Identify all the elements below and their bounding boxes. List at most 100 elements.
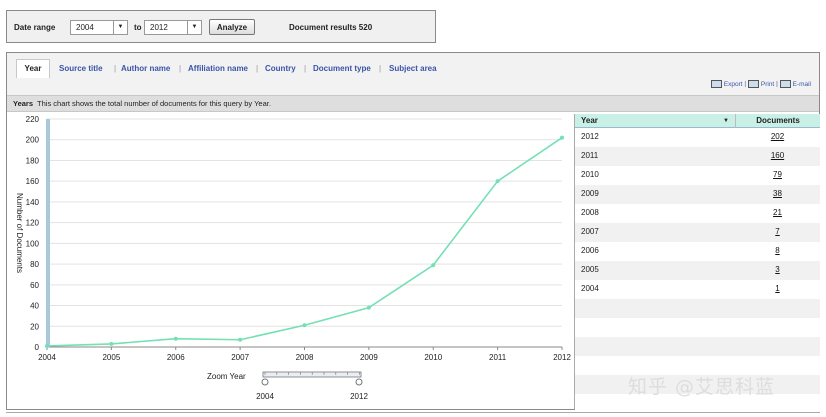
data-point <box>109 341 114 346</box>
row-documents-link[interactable]: 202 <box>770 132 785 141</box>
tool-separator: | <box>776 80 778 88</box>
watermark: 知乎 @艾思科蓝 <box>628 376 776 398</box>
table-row <box>575 375 820 394</box>
tab-separator: | <box>179 64 182 73</box>
table-row <box>575 337 820 356</box>
bottom-divider <box>6 412 820 413</box>
tool-separator: | <box>744 80 747 88</box>
row-documents-link[interactable]: 21 <box>773 208 782 217</box>
from-year-select[interactable]: 2004 ▼ <box>70 20 128 35</box>
email-link[interactable]: E-mail <box>779 80 811 88</box>
print-link[interactable]: Print <box>747 80 774 88</box>
row-documents-link[interactable]: 3 <box>775 265 780 274</box>
analysis-panel: Year Source title | Author name | Affili… <box>6 52 820 413</box>
to-year-select[interactable]: 2012 ▼ <box>144 20 202 35</box>
export-tools: Export | Print | E-mail <box>710 80 811 88</box>
documents-column-header: Documents <box>735 114 820 128</box>
documents-table: Year ▼ Documents 2012 202 2011 160 2010 79 200… <box>574 114 820 413</box>
row-year: 2010 <box>581 170 599 179</box>
table-row: 2008 21 <box>575 204 820 223</box>
row-documents-link[interactable]: 79 <box>773 170 782 179</box>
data-point <box>366 305 371 310</box>
y-tick-label: 160 <box>26 177 40 186</box>
tab-subject-area[interactable]: Subject area <box>389 64 437 73</box>
from-year-value: 2004 <box>76 23 94 32</box>
tab-separator: | <box>256 64 259 73</box>
tab-year[interactable]: Year <box>16 59 50 78</box>
row-documents-link[interactable]: 1 <box>775 284 780 293</box>
export-icon <box>710 80 722 88</box>
tab-country[interactable]: Country <box>265 64 296 73</box>
row-documents-link[interactable]: 7 <box>775 227 780 236</box>
y-tick-label: 60 <box>30 281 39 290</box>
data-point <box>495 179 500 184</box>
print-icon <box>747 80 759 88</box>
data-point <box>173 336 178 341</box>
y-tick-label: 100 <box>26 239 40 248</box>
x-tick-label: 2004 <box>38 353 56 362</box>
zoom-handle-start[interactable] <box>261 378 269 386</box>
y-tick-label: 80 <box>30 260 39 269</box>
tab-affiliation-name[interactable]: Affiliation name <box>188 64 249 73</box>
row-year: 2006 <box>581 246 599 255</box>
y-tick-label: 140 <box>26 198 40 207</box>
document-results: Document results 520 <box>289 23 373 32</box>
data-point <box>560 135 564 140</box>
export-link[interactable]: Export <box>710 80 743 88</box>
date-range-label: Date range <box>14 23 56 32</box>
zoom-handle-end[interactable] <box>355 378 363 386</box>
row-year: 2012 <box>581 132 599 141</box>
row-documents-link[interactable]: 8 <box>775 246 780 255</box>
tab-separator: | <box>379 64 382 73</box>
x-tick-label: 2006 <box>167 353 185 362</box>
x-tick-label: 2009 <box>360 353 378 362</box>
years-header: Years This chart shows the total number o… <box>7 95 819 112</box>
y-tick-label: 0 <box>35 343 40 352</box>
table-row: 2007 7 <box>575 223 820 242</box>
table-row <box>575 318 820 337</box>
row-documents-link[interactable]: 160 <box>770 151 785 160</box>
tab-document-type[interactable]: Document type <box>313 64 371 73</box>
tab-author-name[interactable]: Author name <box>121 64 171 73</box>
row-year: 2007 <box>581 227 599 236</box>
data-point <box>45 343 49 348</box>
tab-bar: Year Source title | Author name | Affili… <box>7 53 819 95</box>
years-title: Years <box>13 99 34 108</box>
chart-svg: 0 20 40 60 80 100 120 140 160 180 200 220 Number of … <box>15 115 571 401</box>
year-header-label: Year <box>581 116 598 125</box>
tab-separator: | <box>304 64 307 73</box>
series-line <box>46 136 563 347</box>
table-row: 2010 79 <box>575 166 820 185</box>
zoom-year-label: Zoom Year <box>207 372 246 381</box>
to-year-value: 2012 <box>150 23 168 32</box>
tab-source-title[interactable]: Source title <box>59 64 103 73</box>
table-row: 2011 160 <box>575 147 820 166</box>
row-year: 2011 <box>581 151 599 160</box>
x-tick-label: 2011 <box>489 353 507 362</box>
row-year: 2005 <box>581 265 599 274</box>
sort-down-icon[interactable]: ▼ <box>723 118 729 124</box>
table-row <box>575 299 820 318</box>
row-year: 2004 <box>581 284 599 293</box>
to-label: to <box>134 23 142 32</box>
y-tick-label: 20 <box>30 322 39 331</box>
row-year: 2008 <box>581 208 599 217</box>
x-tick-label: 2010 <box>424 353 442 362</box>
data-point <box>302 323 307 328</box>
y-tick-label: 220 <box>26 115 40 124</box>
year-column-header[interactable]: Year ▼ <box>575 114 735 128</box>
documents-by-year-chart: 0 20 40 60 80 100 120 140 160 180 200 220 Number of … <box>7 113 573 409</box>
y-tick-label: 120 <box>26 219 40 228</box>
table-row <box>575 356 820 375</box>
analyze-button[interactable]: Analyze <box>209 19 255 35</box>
y-tick-label: 200 <box>26 136 40 145</box>
table-row: 2012 202 <box>575 128 820 147</box>
chevron-down-icon: ▼ <box>187 21 201 34</box>
x-tick-label: 2012 <box>553 353 571 362</box>
zoom-to-label: 2012 <box>350 392 368 401</box>
table-row: 2004 1 <box>575 280 820 299</box>
x-tick-label: 2008 <box>296 353 314 362</box>
table-row: 2005 3 <box>575 261 820 280</box>
row-documents-link[interactable]: 38 <box>773 189 782 198</box>
table-row <box>575 394 820 413</box>
